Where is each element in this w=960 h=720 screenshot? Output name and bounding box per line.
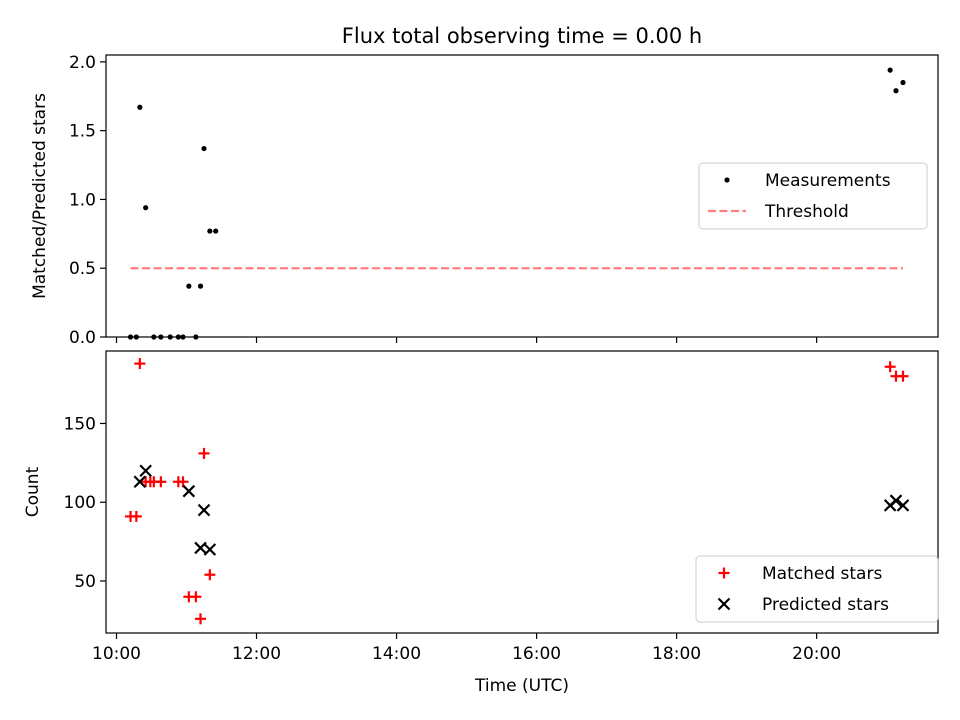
bottom-legend: Matched stars Predicted stars xyxy=(695,555,939,623)
y-tick-label: 150 xyxy=(64,414,96,434)
predicted-stars-point xyxy=(133,475,147,489)
y-tick-label: 0.5 xyxy=(69,259,96,279)
measurement-point xyxy=(137,104,143,110)
legend-marker-measurements xyxy=(724,177,730,183)
x-tick-label: 18:00 xyxy=(652,644,701,664)
legend-marker-predicted-stars xyxy=(717,597,731,611)
predicted-stars-point xyxy=(197,503,211,517)
bottom-plot-panel: 10:00 12:00 14:00 16:00 18:00 20:00 50 100 150 C… xyxy=(23,350,939,696)
y-tick-label: 2.0 xyxy=(69,53,96,73)
top-legend: Measurements Threshold xyxy=(698,162,928,230)
measurement-point xyxy=(893,88,899,94)
bottom-y-axis-label: Count xyxy=(23,466,43,517)
matched-stars-point xyxy=(884,361,896,373)
x-tick-label: 20:00 xyxy=(792,644,841,664)
matched-stars-point xyxy=(134,358,146,370)
y-tick-label: 1.5 xyxy=(69,122,96,142)
predicted-stars-point xyxy=(889,494,903,507)
measurement-point xyxy=(900,79,906,86)
x-axis-label: Time (UTC) xyxy=(474,676,569,696)
x-tick-label: 10:00 xyxy=(92,644,141,664)
top-chart-title: Flux total observing time = 0.00 h xyxy=(342,24,702,48)
measurement-point xyxy=(207,228,213,234)
matched-stars-point xyxy=(155,476,167,488)
legend-box xyxy=(695,555,939,623)
matched-stars-point xyxy=(177,476,189,488)
matched-stars-point xyxy=(190,591,202,603)
measurement-point xyxy=(143,205,149,211)
predicted-stars-point xyxy=(139,464,152,478)
top-plot-panel: 0.00.51.01.52.0 Matched/Predicted stars … xyxy=(30,53,939,348)
x-tick-label: 16:00 xyxy=(512,644,561,664)
y-tick-label: 0.0 xyxy=(69,328,96,348)
measurement-point xyxy=(186,283,192,289)
top-y-axis-label: Matched/Predicted stars xyxy=(30,93,50,299)
predicted-stars-point xyxy=(182,484,196,498)
top-plot-marks xyxy=(127,67,906,340)
x-tick-label: 12:00 xyxy=(232,644,281,664)
matched-stars-point xyxy=(204,569,216,581)
measurement-point xyxy=(201,145,207,152)
y-tick-label: 1.0 xyxy=(69,190,96,210)
predicted-stars-point xyxy=(896,499,910,512)
matched-stars-point xyxy=(130,510,142,522)
y-tick-label: 100 xyxy=(64,493,96,513)
legend-label: Predicted stars xyxy=(762,595,889,615)
bottom-plot-marks xyxy=(125,358,910,625)
legend-label: Matched stars xyxy=(762,564,882,584)
bottom-plot-axes: 10:00 12:00 14:00 16:00 18:00 20:00 50 100 150 xyxy=(64,414,842,664)
legend-label: Threshold xyxy=(764,202,849,222)
measurement-point xyxy=(213,228,219,234)
top-plot-frame xyxy=(105,54,939,338)
predicted-stars-point xyxy=(203,543,217,556)
legend-label: Measurements xyxy=(765,171,891,191)
matched-stars-point xyxy=(195,613,207,625)
legend-box xyxy=(698,162,928,230)
matched-stars-point xyxy=(198,447,210,459)
legend-marker-matched-stars xyxy=(718,567,730,579)
y-tick-label: 50 xyxy=(74,572,96,592)
measurement-point xyxy=(887,67,893,73)
matched-stars-point xyxy=(897,370,909,382)
top-plot-axes: 0.0 0.5 1.0 1.5 2.0 xyxy=(69,53,818,348)
x-tick-label: 14:00 xyxy=(372,644,421,664)
measurement-point xyxy=(197,283,204,289)
bottom-plot-frame xyxy=(105,350,939,634)
